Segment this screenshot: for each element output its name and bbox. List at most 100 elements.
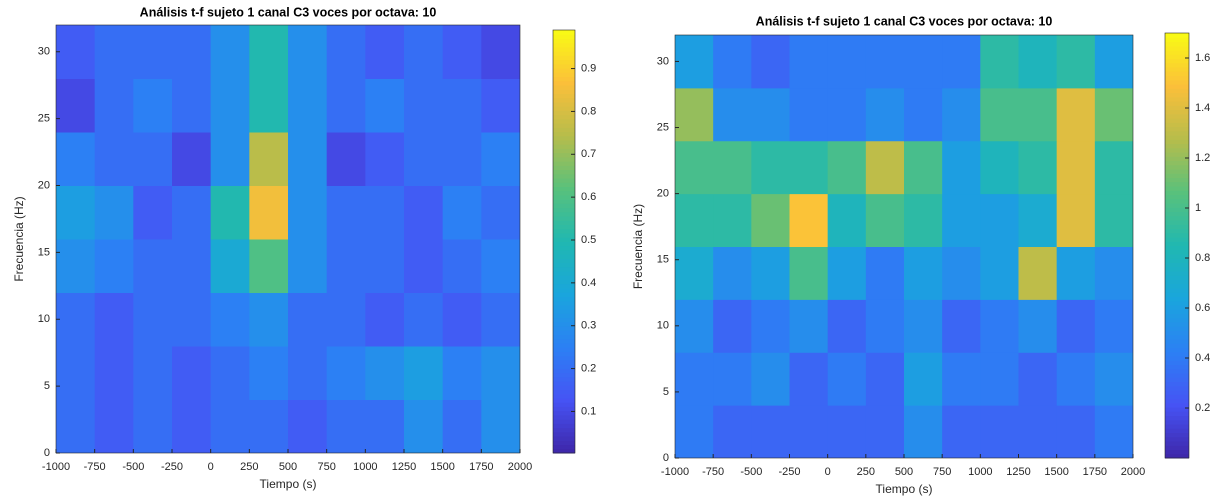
heat-cell (172, 132, 212, 186)
heat-cell (326, 132, 366, 186)
colorbar-step (1165, 71, 1189, 76)
heat-cell (404, 132, 444, 186)
heat-cell (1018, 405, 1058, 458)
colorbar-step (1165, 347, 1189, 353)
x-tick-label: 1750 (469, 461, 493, 473)
colorbar-step (553, 190, 575, 196)
colorbar-step (553, 385, 575, 391)
heat-cell (404, 185, 444, 240)
x-tick-label: -750 (84, 461, 106, 473)
colorbar-step (553, 245, 575, 251)
colorbar-step (553, 59, 575, 65)
heat-cell (288, 25, 328, 79)
colorbar-step (1165, 37, 1189, 42)
x-axis-label: Tiempo (s) (876, 482, 933, 496)
heat-cell (980, 405, 1019, 458)
colorbar-step (1165, 339, 1189, 344)
colorbar-step (1165, 118, 1189, 123)
colorbar-step (553, 448, 575, 454)
colorbar-tick-label: 0.8 (1195, 252, 1210, 264)
colorbar-step (1165, 139, 1189, 144)
colorbar-step (553, 330, 575, 336)
colorbar-step (553, 46, 575, 52)
heat-cell (94, 399, 134, 453)
colorbar-step (553, 123, 575, 128)
colorbar-tick-label: 0.4 (581, 277, 596, 289)
heat-cell (133, 239, 173, 293)
colorbar-step (1165, 113, 1189, 119)
colorbar-step (553, 338, 575, 344)
chart-title: Análisis t-f sujeto 1 canal C3 voces por… (756, 14, 1053, 28)
heat-cell (326, 239, 366, 293)
colorbar-step (553, 63, 575, 69)
heat-cell (326, 25, 366, 79)
colorbar-step (1165, 317, 1189, 323)
heat-cell (94, 185, 134, 240)
heat-cell (865, 246, 905, 300)
colorbar-step (553, 68, 575, 73)
colorbar-step (1165, 334, 1189, 340)
colorbar-step (1165, 126, 1189, 132)
colorbar-step (553, 224, 575, 230)
heat-cell (481, 132, 520, 186)
colorbar-step (553, 368, 575, 374)
heat-cell (675, 405, 714, 458)
heat-cell (404, 292, 444, 347)
colorbar-step (553, 321, 575, 327)
colorbar-step (553, 186, 575, 192)
heat-cell (789, 299, 829, 353)
heat-cell (865, 193, 905, 247)
colorbar-step (553, 440, 575, 446)
colorbar-step (553, 106, 575, 111)
heat-cell (942, 246, 981, 300)
colorbar-step (553, 156, 575, 162)
heat-cell (789, 352, 829, 406)
heat-cell (1094, 352, 1133, 406)
heat-cell (56, 25, 96, 79)
colorbar-step (553, 304, 575, 310)
colorbar-step (1165, 92, 1189, 98)
x-tick-label: 2000 (508, 461, 532, 473)
heat-cell (288, 185, 328, 240)
heat-cell (1018, 140, 1058, 195)
heat-cell (249, 292, 289, 347)
heat-cell (288, 239, 328, 293)
heat-cell (249, 25, 289, 79)
heat-cell (210, 346, 250, 400)
heat-cell (904, 405, 943, 458)
colorbar-step (1165, 88, 1189, 93)
heat-cell (1056, 246, 1096, 300)
colorbar-step (1165, 249, 1189, 255)
colorbar-step (553, 237, 575, 242)
heat-cell (442, 292, 482, 347)
heat-cell (865, 299, 905, 353)
colorbar-step (553, 309, 575, 314)
y-axis-label: Frecuencia (Hz) (631, 204, 645, 289)
colorbar-step (1165, 351, 1189, 357)
colorbar-step (1165, 241, 1189, 246)
heat-cell (404, 239, 444, 293)
heat-cell (942, 35, 981, 89)
heat-cell (713, 87, 752, 142)
heat-cell (210, 239, 250, 293)
heat-cell (942, 352, 981, 406)
colorbar-tick-label: 1.4 (1195, 102, 1210, 114)
colorbar-step (553, 402, 575, 407)
colorbar-step (553, 118, 575, 124)
colorbar-step (1165, 211, 1189, 217)
colorbar-step (553, 292, 575, 297)
colorbar-step (553, 258, 575, 264)
colorbar-step (553, 30, 575, 35)
colorbar-step (553, 101, 575, 107)
heat-cell (404, 346, 444, 400)
heat-cell (442, 399, 482, 453)
colorbar-step (1165, 364, 1189, 370)
heat-cell (404, 25, 444, 79)
y-tick-label: 30 (657, 55, 669, 67)
heat-cell (365, 185, 405, 240)
heat-cell (133, 132, 173, 186)
colorbar-step (553, 178, 575, 183)
colorbar-step (553, 427, 575, 433)
heat-cell (172, 346, 212, 400)
colorbar-step (553, 288, 575, 293)
